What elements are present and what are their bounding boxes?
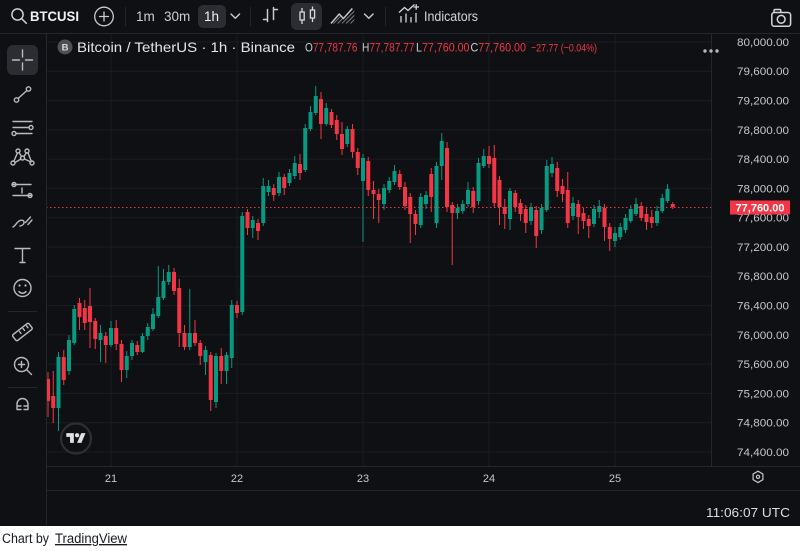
svg-text:Bitcoin / TetherUS · 1h · Bina: Bitcoin / TetherUS · 1h · Binance xyxy=(77,39,295,55)
svg-text:22: 22 xyxy=(231,473,243,485)
svg-text:O77,787.76: O77,787.76 xyxy=(305,41,358,55)
svg-text:BTCUSI: BTCUSI xyxy=(30,8,79,24)
svg-text:77,200.00: 77,200.00 xyxy=(737,242,789,254)
svg-text:78,000.00: 78,000.00 xyxy=(737,183,789,195)
svg-text:78,800.00: 78,800.00 xyxy=(737,125,789,137)
svg-text:23: 23 xyxy=(357,473,369,485)
svg-text:B: B xyxy=(62,43,69,54)
svg-text:1m: 1m xyxy=(136,9,155,24)
svg-text:76,800.00: 76,800.00 xyxy=(737,271,789,283)
svg-text:Chart by: Chart by xyxy=(2,531,49,546)
svg-text:74,800.00: 74,800.00 xyxy=(737,418,789,430)
svg-text:30m: 30m xyxy=(164,9,190,24)
svg-text:25: 25 xyxy=(609,473,621,485)
svg-text:C77,760.00: C77,760.00 xyxy=(471,41,527,55)
svg-text:76,400.00: 76,400.00 xyxy=(737,301,789,313)
svg-text:L77,760.00: L77,760.00 xyxy=(416,41,470,55)
svg-text:H77,787.77: H77,787.77 xyxy=(362,41,415,55)
svg-text:1h: 1h xyxy=(204,9,219,24)
svg-text:74,400.00: 74,400.00 xyxy=(737,447,789,459)
svg-text:75,200.00: 75,200.00 xyxy=(737,388,789,400)
svg-text:77,600.00: 77,600.00 xyxy=(737,213,789,225)
svg-text:−27.77 (−0.04%): −27.77 (−0.04%) xyxy=(531,43,597,55)
svg-text:79,600.00: 79,600.00 xyxy=(737,66,789,78)
svg-text:21: 21 xyxy=(105,473,117,485)
svg-text:79,200.00: 79,200.00 xyxy=(737,96,789,108)
svg-text:77,760.00: 77,760.00 xyxy=(736,203,785,215)
svg-text:Indicators: Indicators xyxy=(424,9,478,24)
svg-text:11:06:07 UTC: 11:06:07 UTC xyxy=(706,506,790,520)
svg-text:75,600.00: 75,600.00 xyxy=(737,359,789,371)
svg-text:78,400.00: 78,400.00 xyxy=(737,154,789,166)
svg-text:24: 24 xyxy=(483,473,495,485)
svg-text:TradingView: TradingView xyxy=(55,531,127,546)
svg-text:80,000.00: 80,000.00 xyxy=(737,37,789,49)
svg-text:76,000.00: 76,000.00 xyxy=(737,330,789,342)
